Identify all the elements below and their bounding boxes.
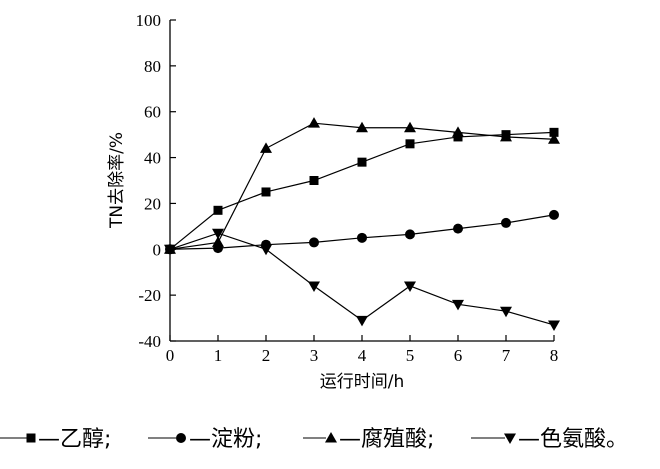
data-point-4-2	[260, 244, 272, 256]
y-axis-title: TN去除率/%	[107, 132, 127, 229]
data-point-1-1	[213, 205, 223, 215]
x-tick-label: 4	[358, 346, 367, 365]
data-point-4-3	[308, 281, 320, 292]
data-point-1-8	[549, 127, 559, 137]
data-point-3-7	[500, 130, 512, 142]
data-point-1-2	[261, 187, 271, 197]
legend-label-3: —腐殖酸;	[339, 427, 434, 452]
legend-marker-1	[26, 433, 36, 443]
legend-series-name: 淀粉	[211, 427, 255, 452]
data-point-2-5	[405, 229, 415, 240]
x-tick-label: 1	[214, 346, 223, 365]
y-tick-label: 100	[136, 11, 162, 30]
data-point-2-7	[501, 217, 511, 228]
data-point-3-2	[260, 142, 272, 153]
data-point-3-4	[356, 121, 368, 133]
data-point-4-5	[404, 281, 416, 292]
legend-separator: ;	[255, 427, 262, 452]
y-tick-label: -40	[138, 332, 161, 351]
data-point-4-6	[452, 299, 464, 311]
legend-series-name: 腐殖酸	[361, 427, 427, 452]
legend-series-name: 乙醇	[60, 427, 104, 452]
legend-label-1: —乙醇;	[38, 427, 111, 452]
y-tick-label: 0	[153, 240, 162, 259]
legend-label-4: —色氨酸。	[518, 427, 628, 452]
series-lines	[169, 122, 555, 326]
y-tick-label: 60	[144, 103, 161, 122]
data-point-3-3	[308, 117, 320, 128]
data-point-3-1	[212, 236, 224, 247]
x-tick-label: 5	[406, 346, 415, 365]
legend-series-name: 色氨酸	[540, 427, 606, 452]
data-point-4-4	[356, 315, 368, 327]
data-point-3-5	[404, 121, 416, 133]
data-point-2-3	[309, 237, 319, 248]
data-point-3-8	[548, 133, 560, 144]
x-tick-label: 8	[550, 346, 559, 365]
x-tick-label: 2	[262, 346, 271, 365]
legend-label-2: —淀粉;	[189, 427, 262, 452]
legend-marker-2	[176, 433, 186, 443]
x-axis-title: 运行时间/h	[320, 372, 405, 392]
series-line-3	[169, 122, 555, 250]
plot-frame	[169, 20, 554, 342]
series-line-1	[169, 131, 555, 250]
series-markers	[164, 117, 560, 331]
y-tick-label: -20	[138, 286, 161, 305]
data-point-4-0	[164, 244, 176, 256]
legend-separator: 。	[606, 427, 628, 452]
legend: —乙醇; —淀粉; —腐殖酸; —色氨酸。	[0, 427, 628, 452]
x-tick-label: 7	[502, 346, 511, 365]
x-tick-label: 3	[310, 346, 319, 365]
legend-marker-4	[504, 433, 516, 444]
data-point-2-6	[453, 223, 463, 234]
data-point-4-8	[548, 320, 560, 331]
data-point-4-7	[500, 306, 512, 318]
y-tick-label: 40	[144, 149, 161, 168]
series-line-2	[169, 214, 555, 250]
data-point-1-6	[453, 132, 463, 142]
data-point-2-4	[357, 232, 367, 243]
data-point-1-3	[309, 176, 319, 185]
x-tick-label: 6	[454, 346, 463, 365]
y-tick-label: 20	[144, 194, 161, 213]
legend-separator: ;	[104, 427, 111, 452]
x-tick-label: 0	[166, 346, 175, 365]
axis-ticks: -40 -20 0 20 40 60 80 100 0 1 2 3 4 5 6 7 8	[136, 11, 559, 365]
data-point-1-4	[357, 157, 367, 167]
data-point-4-1	[212, 228, 224, 240]
data-point-2-8	[549, 209, 559, 220]
data-point-3-6	[452, 126, 464, 137]
legend-separator: ;	[427, 427, 434, 452]
data-point-1-5	[405, 139, 415, 149]
legend-marker-3	[325, 432, 337, 443]
y-tick-label: 80	[144, 57, 161, 76]
